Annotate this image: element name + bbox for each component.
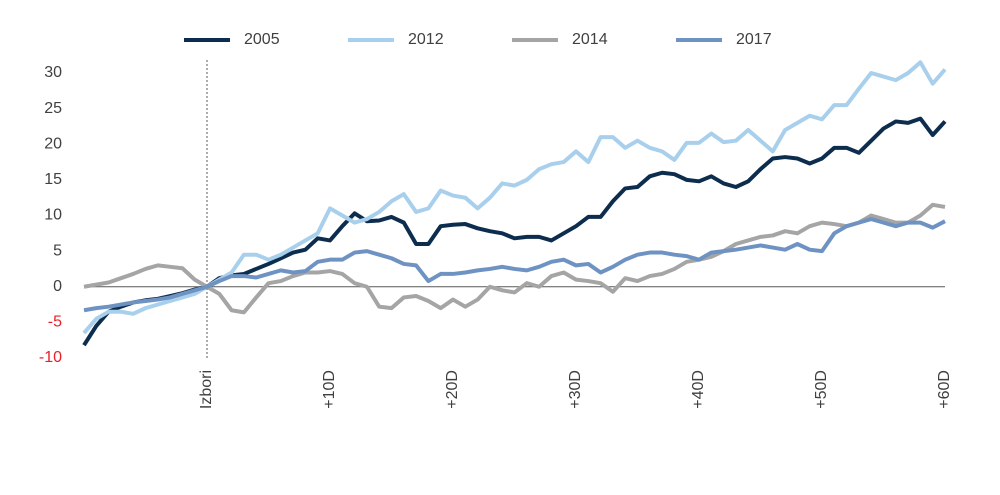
legend-label: 2014: [572, 31, 608, 48]
x-tick-label: +60D: [936, 370, 953, 409]
x-tick-label: +20D: [444, 370, 461, 409]
x-tick-label: +10D: [321, 370, 338, 409]
y-tick-label: -5: [48, 314, 62, 331]
y-tick-label: 0: [53, 278, 62, 295]
y-tick-label: -10: [39, 349, 62, 366]
series-line: [82, 60, 947, 335]
x-tick-label: Izbori: [198, 370, 215, 409]
series-line: [83, 202, 946, 315]
legend-label: 2005: [244, 31, 280, 48]
legend-label: 2012: [408, 31, 444, 48]
series-line: [82, 116, 947, 347]
series-line: [83, 217, 946, 313]
y-tick-label: 5: [53, 242, 62, 259]
x-tick-label: +50D: [813, 370, 830, 409]
legend-label: 2017: [736, 31, 772, 48]
y-tick-label: 10: [44, 207, 62, 224]
y-tick-label: 25: [44, 100, 62, 117]
y-tick-label: 30: [44, 64, 62, 81]
x-tick-label: +30D: [567, 370, 584, 409]
y-tick-label: 20: [44, 135, 62, 152]
x-tick-label: +40D: [690, 370, 707, 409]
y-tick-label: 15: [44, 171, 62, 188]
